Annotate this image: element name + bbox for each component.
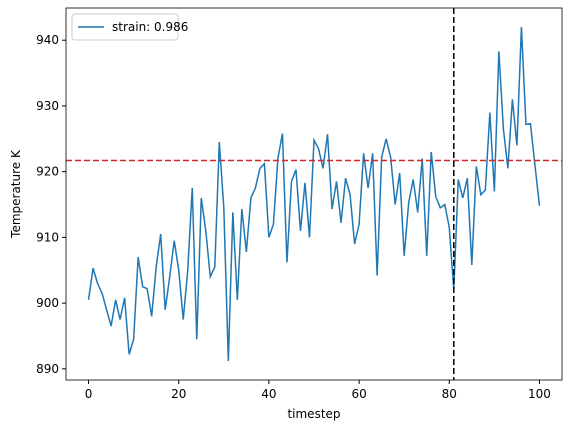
y-tick-label: 910	[36, 230, 59, 244]
x-tick-label: 80	[442, 387, 457, 401]
y-tick-label: 920	[36, 165, 59, 179]
legend-label: strain: 0.986	[112, 20, 188, 34]
x-tick-label: 0	[85, 387, 93, 401]
y-tick-label: 900	[36, 296, 59, 310]
y-tick-label: 940	[36, 33, 59, 47]
x-tick-label: 60	[351, 387, 366, 401]
legend-box	[71, 13, 179, 41]
data-line	[87, 27, 541, 361]
x-axis-label: timestep	[287, 407, 340, 421]
x-tick-label: 40	[261, 387, 276, 401]
x-tick-label: 20	[171, 387, 186, 401]
y-tick-label: 930	[36, 99, 59, 113]
x-tick-label: 100	[528, 387, 551, 401]
y-tick-label: 890	[36, 362, 59, 376]
y-axis-label: Temperature K	[9, 149, 23, 239]
plot-frame	[65, 7, 563, 381]
